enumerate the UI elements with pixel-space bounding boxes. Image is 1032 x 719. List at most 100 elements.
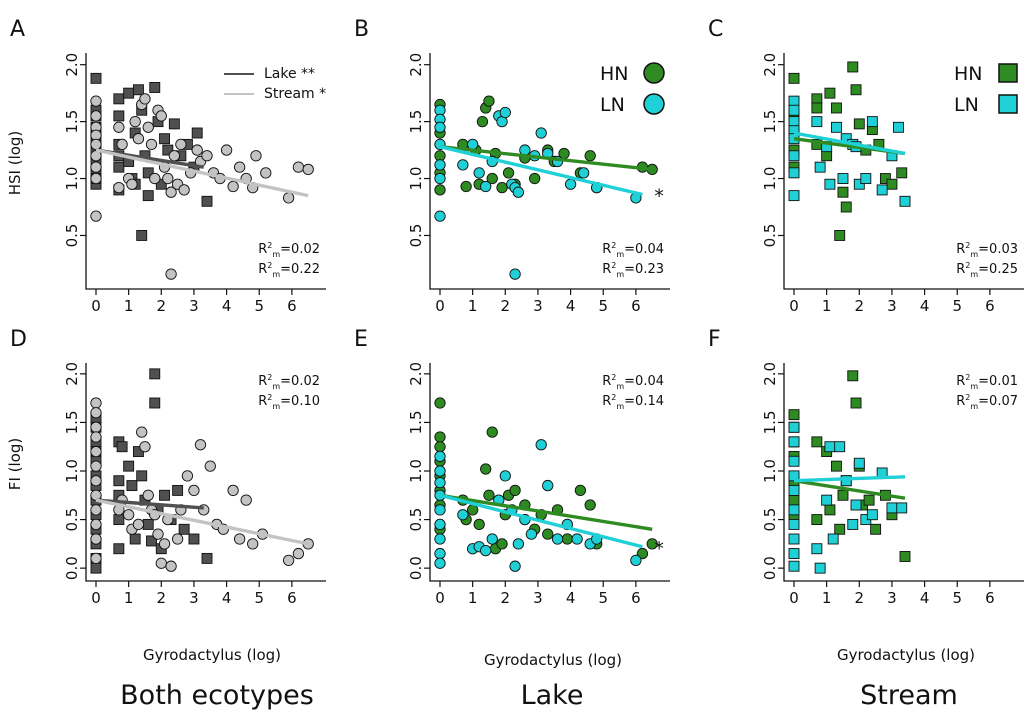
data-point-ln xyxy=(788,116,800,128)
panels-layer: A 0.5 1.0 1.5 2.0 0 1 2 3 4 5 6 HSI (log) R2m=0.02 R2m… xyxy=(6,17,1024,607)
x-tick-label: 0 xyxy=(435,589,445,607)
data-point-stream xyxy=(250,150,262,162)
y-tick-label: 2.0 xyxy=(761,53,779,77)
data-point-stream xyxy=(90,504,102,516)
data-point-ln xyxy=(886,502,898,514)
data-point-hn xyxy=(824,504,836,516)
data-point-lake xyxy=(132,84,144,96)
data-point-hn xyxy=(476,115,489,128)
x-tick-label: 3 xyxy=(533,589,543,607)
x-tick-label: 1 xyxy=(124,297,134,315)
data-point-lake xyxy=(113,161,125,173)
data-point-lake xyxy=(201,552,213,564)
panel-label: D xyxy=(10,327,27,352)
data-point-stream xyxy=(129,115,141,128)
x-tick-label: 2 xyxy=(501,589,511,607)
data-point-ln xyxy=(434,547,446,560)
data-point-lake xyxy=(188,533,200,545)
data-point-stream xyxy=(126,178,138,190)
data-point-hn xyxy=(834,523,846,535)
data-point-stream xyxy=(116,138,128,151)
fit-line-lake xyxy=(95,498,204,510)
data-point-hn xyxy=(811,93,823,105)
data-point-ln xyxy=(535,127,547,139)
data-point-ln xyxy=(788,167,800,179)
data-point-stream xyxy=(233,533,246,545)
data-point-stream xyxy=(90,475,102,487)
data-point-lake xyxy=(149,397,161,409)
data-point-ln xyxy=(434,504,446,516)
data-point-hn xyxy=(896,167,908,179)
data-point-ln xyxy=(551,533,564,545)
fit-line-stream xyxy=(95,498,309,546)
axis-frame xyxy=(429,363,670,582)
y-tick-label: 1.5 xyxy=(407,110,425,134)
data-point-stream xyxy=(168,150,181,162)
legend-marker xyxy=(998,63,1018,83)
data-point-stream xyxy=(165,560,177,572)
data-point-lake xyxy=(142,190,154,202)
data-point-ln xyxy=(788,455,800,467)
data-point-stream xyxy=(122,509,135,521)
x-tick-label: 4 xyxy=(920,297,930,315)
data-point-ln xyxy=(434,518,446,531)
data-point-stream xyxy=(171,533,184,545)
data-point-ln xyxy=(853,457,865,469)
data-point-lake xyxy=(90,562,102,574)
data-point-ln xyxy=(788,484,800,496)
x-tick-label: 2 xyxy=(855,297,865,315)
y-tick-label: 0.0 xyxy=(761,556,779,580)
data-point-stream xyxy=(162,172,174,185)
data-point-ln xyxy=(824,178,836,190)
x-tick-label: 1 xyxy=(822,297,832,315)
y-tick-label: 2.0 xyxy=(407,53,425,77)
data-point-ln xyxy=(788,548,800,560)
x-tick-label: 6 xyxy=(985,297,995,315)
data-point-stream xyxy=(260,167,272,179)
y-tick-label: 0.5 xyxy=(63,508,81,532)
data-point-hn xyxy=(834,230,846,241)
data-point-hn xyxy=(879,173,891,184)
data-point-ln xyxy=(512,538,525,550)
data-point-lake xyxy=(136,470,148,482)
y-tick-label: 0.5 xyxy=(407,224,425,248)
data-point-ln xyxy=(788,560,800,572)
data-point-ln xyxy=(434,121,446,133)
data-point-ln xyxy=(788,533,800,545)
data-point-stream xyxy=(90,407,102,419)
data-point-stream xyxy=(158,538,171,550)
data-point-stream xyxy=(165,186,177,198)
y-tick-label: 2.0 xyxy=(761,362,779,386)
data-point-lake xyxy=(113,514,125,526)
x-tick-label: 4 xyxy=(566,589,576,607)
data-point-stream xyxy=(90,533,102,545)
x-axis-label-A: Gyrodactylus (log) xyxy=(143,646,281,664)
data-point-hn xyxy=(483,95,495,107)
data-point-ln xyxy=(788,504,800,516)
data-point-stream xyxy=(247,538,259,550)
data-point-stream xyxy=(178,184,190,196)
data-point-stream xyxy=(90,110,102,122)
data-point-ln xyxy=(577,167,590,179)
data-point-hn xyxy=(870,523,882,535)
data-point-ln xyxy=(899,195,911,207)
x-tick-label: 4 xyxy=(566,297,576,315)
data-point-hn xyxy=(496,181,508,194)
data-point-hn xyxy=(473,518,485,531)
data-point-lake xyxy=(113,475,125,487)
data-point-ln xyxy=(860,173,872,184)
data-point-hn xyxy=(584,150,596,162)
data-point-lake xyxy=(142,167,154,179)
data-point-ln xyxy=(434,533,446,545)
data-point-lake xyxy=(123,87,135,99)
data-point-ln xyxy=(847,518,859,530)
data-point-stream xyxy=(282,554,295,567)
y-tick-label: 1.0 xyxy=(63,459,81,483)
data-point-ln xyxy=(788,421,800,433)
data-point-ln xyxy=(788,95,800,107)
y-tick-label: 1.5 xyxy=(63,410,81,434)
footer-both-ecotypes: Both ecotypes xyxy=(120,680,314,711)
footer-lake: Lake xyxy=(521,680,584,711)
significance-mark: * xyxy=(654,538,664,560)
data-point-ln xyxy=(434,172,446,185)
